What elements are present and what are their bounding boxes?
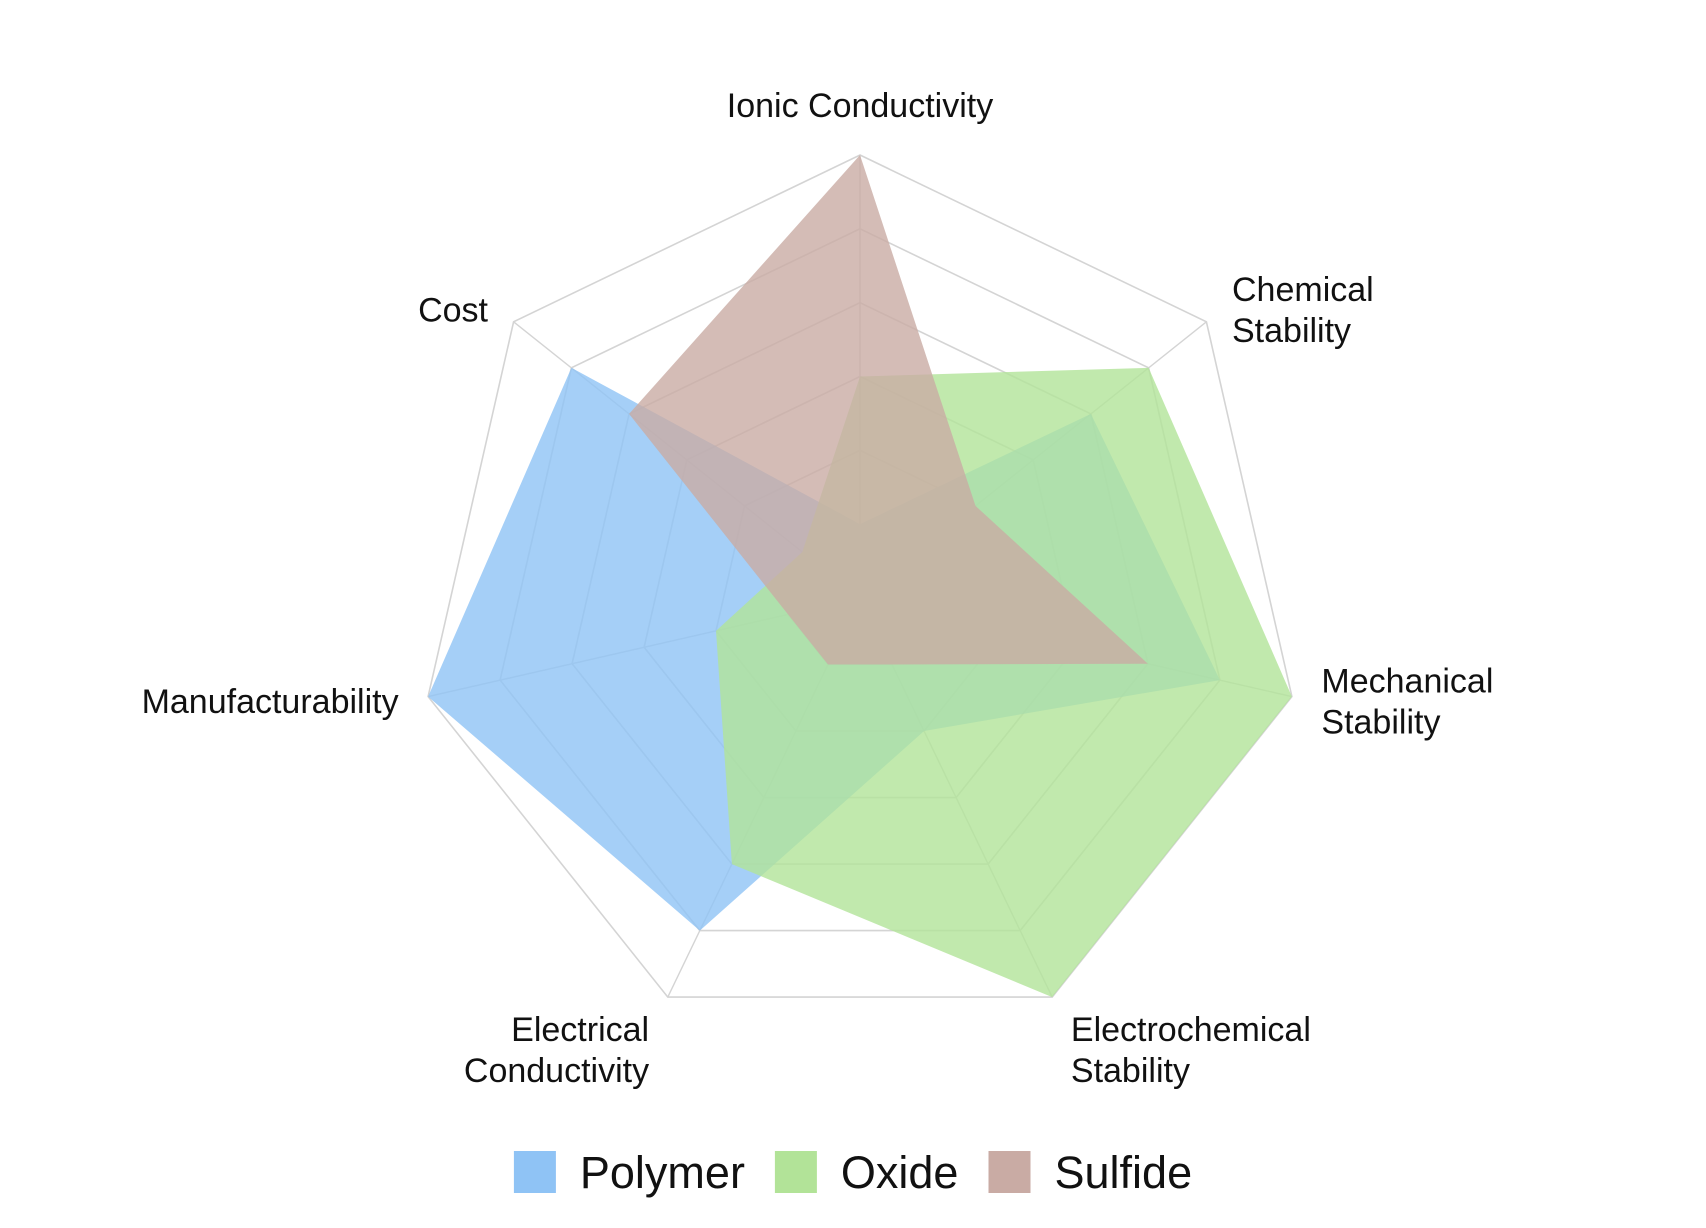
axis-label-line: Conductivity [464,1052,649,1090]
grid-ring-6 [427,154,1293,998]
axis-label-ionic-conductivity: Ionic Conductivity [727,87,993,125]
legend-item-oxide: Oxide [774,1147,959,1198]
axis-label-line: Manufacturability [142,683,399,721]
legend-label-sulfide: Sulfide [1055,1147,1193,1198]
axis-label-manufacturability: Manufacturability [142,683,399,721]
axis-label-cost: Cost [418,291,488,329]
axis-label-line: Stability [1232,312,1351,350]
legend-swatch-oxide [774,1151,817,1193]
axis-label-line: Chemical [1232,271,1374,309]
axis-label-line: Mechanical [1321,663,1493,701]
axis-label-line: Stability [1321,704,1440,742]
axis-label-line: Stability [1071,1052,1190,1090]
legend-swatch-sulfide [988,1151,1031,1193]
chart-legend: Polymer Oxide Sulfide [513,1147,1193,1198]
axis-label-mechanical-stability: Mechanical Stability [1321,663,1493,742]
axis-label-line: Electrochemical [1071,1011,1311,1049]
axis-label-line: Ionic Conductivity [727,87,993,125]
legend-item-polymer: Polymer [513,1147,745,1198]
legend-swatch-polymer [513,1151,556,1193]
legend-label-oxide: Oxide [841,1147,959,1198]
axis-label-electrical-conductivity: Electrical Conductivity [464,1011,649,1090]
legend-item-sulfide: Sulfide [988,1147,1193,1198]
axis-label-line: Cost [418,291,488,329]
axis-label-chemical-stability: Chemical Stability [1232,271,1374,350]
series-area-sulfide [629,155,1148,665]
radar-series-layer [428,155,1292,998]
legend-label-polymer: Polymer [580,1147,745,1198]
axis-label-electrochemical-stability: Electrochemical Stability [1071,1011,1311,1090]
axis-label-line: Electrical [511,1011,649,1049]
